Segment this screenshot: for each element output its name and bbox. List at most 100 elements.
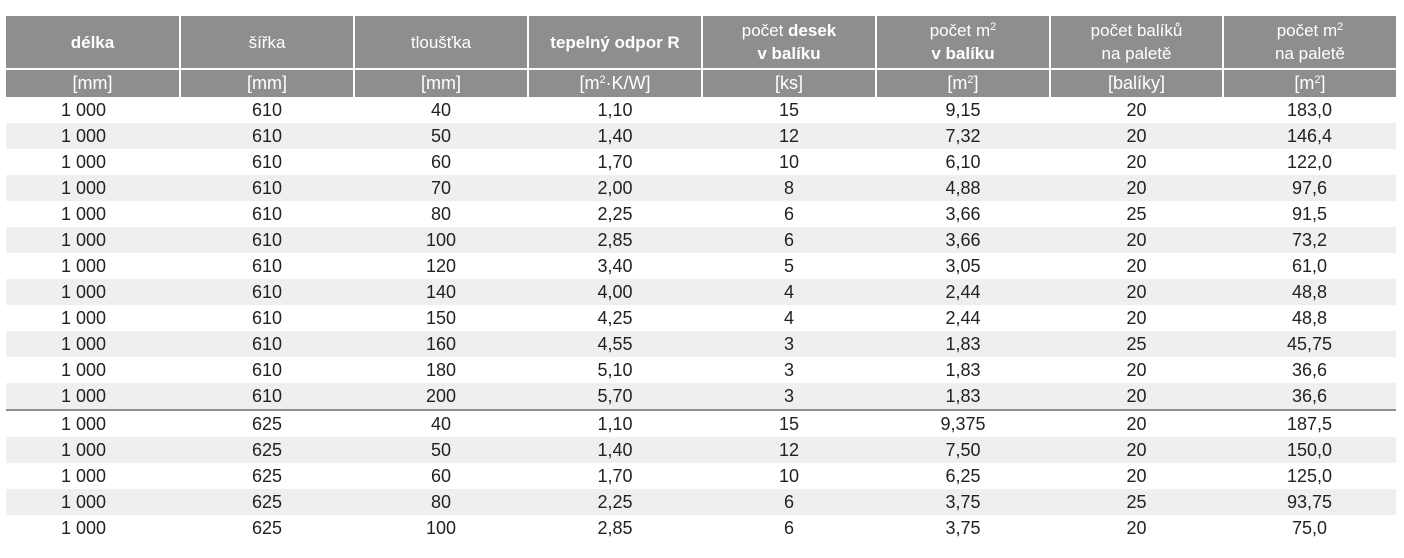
cell-pocet-m2-balik: 3,75 xyxy=(876,489,1050,515)
cell-pocet-m2-balik: 1,83 xyxy=(945,360,981,380)
cell-pocet-m2-balik: 6,25 xyxy=(945,466,981,486)
cell-pocet-desek: 3 xyxy=(702,331,876,357)
table-row: 1 000 610 200 5,70 3 1,83 20 36,6 xyxy=(6,383,1396,410)
cell-delka: 1 000 xyxy=(61,466,107,486)
header-line: na paletě xyxy=(1051,42,1222,65)
cell-pocet-desek: 6 xyxy=(702,489,876,515)
cell-pocet-baliku: 20 xyxy=(1126,256,1147,276)
cell-tloustka: 70 xyxy=(354,175,528,201)
cell-pocet-baliku: 20 xyxy=(1050,227,1223,253)
table-row: 1 000 610 60 1,70 10 6,10 20 122,0 xyxy=(6,149,1396,175)
cell-tepelny-odpor: 1,40 xyxy=(528,437,702,463)
header-line: v balíku xyxy=(877,42,1049,65)
cell-tepelny-odpor: 1,40 xyxy=(528,123,702,149)
cell-tepelny-odpor: 1,70 xyxy=(597,152,633,172)
table-row: 1 000 610 70 2,00 8 4,88 20 97,6 xyxy=(6,175,1396,201)
cell-pocet-baliku: 20 xyxy=(1126,360,1147,380)
table-row: 1 000 610 140 4,00 4 2,44 20 48,8 xyxy=(6,279,1396,305)
cell-sirka: 610 xyxy=(180,123,354,149)
cell-sirka: 610 xyxy=(251,360,283,380)
cell-sirka: 625 xyxy=(180,489,354,515)
column-header-pocet-m2-balik: počet m2 v balíku xyxy=(875,16,1050,69)
cell-pocet-baliku: 20 xyxy=(1050,279,1223,305)
cell-pocet-m2-balik: 3,75 xyxy=(945,518,981,538)
cell-pocet-desek: 4 xyxy=(702,279,876,305)
cell-pocet-baliku: 20 xyxy=(1050,383,1223,410)
header-line: tepelný odpor R xyxy=(529,31,701,54)
header-text: v balíku xyxy=(757,44,821,63)
header-line: tloušťka xyxy=(355,31,527,54)
table-row: 1 000 610 50 1,40 12 7,32 20 146,4 xyxy=(6,123,1396,149)
cell-delka: 1 000 xyxy=(61,256,107,276)
cell-delka: 1 000 xyxy=(61,204,107,224)
cell-pocet-m2-paleta: 97,6 xyxy=(1223,175,1396,201)
header-row-units: [mm] [mm] [mm] [m2·K/W] [ks] [m2] [balíky] [m2] xyxy=(6,68,1396,97)
unit-header-delka: [mm] xyxy=(6,68,180,97)
header-text: desek xyxy=(788,21,837,40)
cell-pocet-m2-balik: 9,15 xyxy=(945,100,981,120)
table-row: 1 000 610 160 4,55 3 1,83 25 45,75 xyxy=(6,331,1396,357)
cell-delka: 1 000 xyxy=(6,383,180,410)
cell-pocet-m2-balik: 2,44 xyxy=(876,279,1050,305)
cell-tepelny-odpor: 1,10 xyxy=(528,409,702,437)
cell-pocet-m2-paleta: 150,0 xyxy=(1223,437,1396,463)
cell-delka: 1 000 xyxy=(61,152,107,172)
cell-sirka: 610 xyxy=(251,204,283,224)
column-header-tepelny-odpor: tepelný odpor R xyxy=(527,16,702,69)
cell-pocet-m2-balik: 7,32 xyxy=(876,123,1050,149)
cell-delka: 1 000 xyxy=(61,360,107,380)
table-row: 1 000 610 100 2,85 6 3,66 20 73,2 xyxy=(6,227,1396,253)
cell-tepelny-odpor: 2,00 xyxy=(528,175,702,201)
header-text: počet m2 xyxy=(929,21,997,40)
cell-pocet-m2-paleta: 36,6 xyxy=(1291,360,1328,380)
cell-pocet-baliku: 20 xyxy=(1126,466,1147,486)
cell-pocet-baliku: 20 xyxy=(1126,518,1147,538)
cell-delka: 1 000 xyxy=(61,100,107,120)
cell-pocet-m2-paleta: 122,0 xyxy=(1286,152,1333,172)
unit-header-tepelny-odpor: [m2·K/W] xyxy=(527,68,702,97)
cell-pocet-m2-paleta: 73,2 xyxy=(1223,227,1396,253)
cell-sirka: 610 xyxy=(180,227,354,253)
header-text: délka xyxy=(70,32,115,52)
cell-pocet-desek: 3 xyxy=(783,360,794,380)
cell-pocet-m2-paleta: 75,0 xyxy=(1291,518,1328,538)
table-row: 1 000 625 80 2,25 6 3,75 25 93,75 xyxy=(6,489,1396,515)
cell-pocet-desek: 8 xyxy=(702,175,876,201)
unit-header-pocet-m2-balik: [m2] xyxy=(875,68,1050,97)
cell-pocet-desek: 10 xyxy=(778,152,800,172)
cell-sirka: 610 xyxy=(180,175,354,201)
cell-tloustka: 180 xyxy=(425,360,457,380)
cell-pocet-m2-paleta: 187,5 xyxy=(1223,409,1396,437)
cell-delka: 1 000 xyxy=(6,123,180,149)
cell-pocet-m2-paleta: 48,8 xyxy=(1223,279,1396,305)
header-text: na paletě xyxy=(1101,44,1172,63)
header-line: v balíku xyxy=(703,42,875,65)
cell-pocet-m2-balik: 9,375 xyxy=(876,409,1050,437)
cell-pocet-desek: 10 xyxy=(778,466,800,486)
table-row: 1 000 610 40 1,10 15 9,15 20 183,0 xyxy=(6,97,1396,123)
cell-tepelny-odpor: 4,00 xyxy=(528,279,702,305)
cell-tepelny-odpor: 5,10 xyxy=(597,360,633,380)
cell-pocet-desek: 15 xyxy=(702,409,876,437)
header-text: tloušťka xyxy=(410,32,472,52)
header-text: počet m2 xyxy=(1276,21,1344,40)
column-header-pocet-desek: počet desek v balíku xyxy=(701,16,876,69)
header-line: počet m2 xyxy=(877,19,1049,42)
cell-pocet-baliku: 25 xyxy=(1050,331,1223,357)
cell-pocet-desek: 6 xyxy=(783,204,794,224)
cell-pocet-m2-balik: 3,66 xyxy=(945,204,981,224)
unit-header-pocet-m2-paleta: [m2] xyxy=(1222,68,1396,97)
cell-delka: 1 000 xyxy=(61,308,107,328)
cell-tloustka: 100 xyxy=(425,518,457,538)
column-header-tloustka: tloušťka xyxy=(353,16,528,69)
unit-header-pocet-baliku: [balíky] xyxy=(1049,68,1223,97)
cell-tloustka: 80 xyxy=(430,204,452,224)
cell-pocet-m2-paleta: 45,75 xyxy=(1223,331,1396,357)
cell-delka: 1 000 xyxy=(61,518,107,538)
cell-pocet-m2-balik: 1,83 xyxy=(876,331,1050,357)
cell-tloustka: 100 xyxy=(354,227,528,253)
table-body: 1 000 610 40 1,10 15 9,15 20 183,0 1 000 610 50 1,4… xyxy=(6,97,1396,541)
column-header-delka: délka xyxy=(6,16,180,69)
cell-tepelny-odpor: 1,70 xyxy=(597,466,633,486)
cell-delka: 1 000 xyxy=(6,331,180,357)
